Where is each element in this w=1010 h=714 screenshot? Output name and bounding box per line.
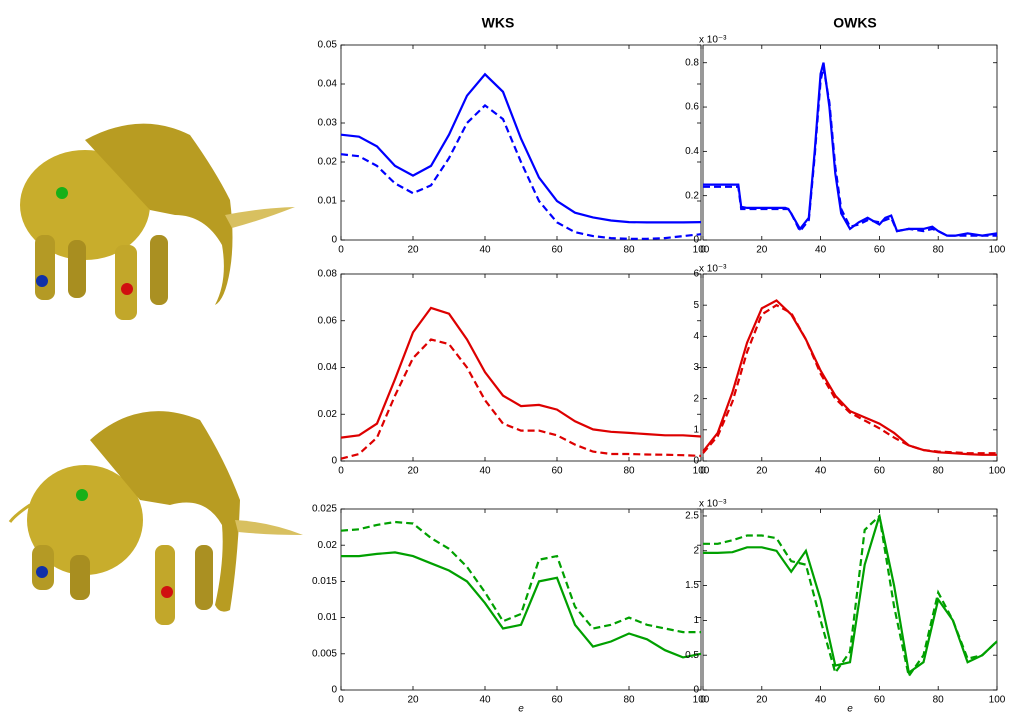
plot-frame bbox=[702, 44, 998, 241]
y-tick-label: 0 bbox=[693, 235, 699, 246]
plot-frame bbox=[702, 273, 998, 462]
x-tick-label: 0 bbox=[338, 695, 344, 706]
x-tick-label: 80 bbox=[933, 695, 945, 706]
y-tick-label: 0.08 bbox=[318, 269, 338, 280]
x-tick-label: 0 bbox=[338, 245, 344, 256]
line-series bbox=[340, 306, 702, 439]
y-tick-label: 0.04 bbox=[318, 79, 338, 90]
x-tick-label: 0 bbox=[700, 245, 706, 256]
x-tick-label: 20 bbox=[756, 695, 768, 706]
x-tick-label: 80 bbox=[623, 245, 635, 256]
y-tick-label: 2 bbox=[693, 393, 699, 404]
column-title: OWKS bbox=[833, 15, 877, 31]
y-multiplier: x 10⁻³ bbox=[699, 264, 727, 275]
line-series bbox=[340, 72, 702, 224]
y-tick-label: 2 bbox=[693, 545, 699, 556]
x-tick-label: 100 bbox=[989, 466, 1006, 477]
x-tick-label: 80 bbox=[933, 466, 945, 477]
plot-frame bbox=[340, 508, 702, 691]
y-tick-label: 0 bbox=[693, 456, 699, 467]
y-tick-label: 0.05 bbox=[318, 40, 338, 51]
x-tick-label: 40 bbox=[479, 466, 491, 477]
line-series bbox=[340, 338, 702, 460]
x-tick-label: 80 bbox=[623, 466, 635, 477]
y-multiplier: x 10⁻³ bbox=[699, 499, 727, 510]
line-series bbox=[340, 103, 702, 240]
x-tick-label: 60 bbox=[874, 695, 886, 706]
elephant-top bbox=[20, 123, 295, 320]
y-tick-label: 0.04 bbox=[318, 362, 338, 373]
y-tick-label: 4 bbox=[693, 331, 699, 342]
line-series bbox=[702, 303, 997, 455]
x-tick-label: 40 bbox=[815, 245, 827, 256]
x-tick-label: 100 bbox=[693, 245, 710, 256]
x-tick-label: 0 bbox=[700, 466, 706, 477]
plot-frame bbox=[340, 44, 702, 241]
y-tick-label: 0.015 bbox=[312, 576, 337, 587]
x-tick-label: 0 bbox=[700, 695, 706, 706]
x-tick-label: 100 bbox=[693, 695, 710, 706]
y-tick-label: 0.02 bbox=[318, 409, 338, 420]
line-series bbox=[703, 513, 998, 679]
x-tick-label: 80 bbox=[623, 695, 635, 706]
y-tick-label: 1 bbox=[693, 424, 699, 435]
x-axis-label: e bbox=[847, 704, 853, 714]
y-tick-label: 0.6 bbox=[685, 102, 699, 113]
y-tick-label: 0.01 bbox=[318, 612, 338, 623]
x-tick-label: 60 bbox=[551, 466, 563, 477]
line-series bbox=[341, 551, 702, 659]
y-tick-label: 0 bbox=[331, 685, 337, 696]
y-tick-label: 0 bbox=[693, 685, 699, 696]
x-tick-label: 100 bbox=[693, 466, 710, 477]
x-tick-label: 20 bbox=[407, 695, 419, 706]
y-tick-label: 0 bbox=[331, 235, 337, 246]
x-tick-label: 20 bbox=[756, 466, 768, 477]
y-tick-label: 3 bbox=[693, 362, 699, 373]
y-tick-label: 0.01 bbox=[318, 196, 338, 207]
x-tick-label: 0 bbox=[338, 466, 344, 477]
x-tick-label: 60 bbox=[874, 466, 886, 477]
y-tick-label: 2.5 bbox=[685, 511, 699, 522]
line-series bbox=[703, 66, 997, 237]
x-tick-label: 40 bbox=[479, 245, 491, 256]
column-title: WKS bbox=[482, 15, 515, 31]
y-tick-label: 0.025 bbox=[312, 504, 337, 515]
y-tick-label: 0.005 bbox=[312, 648, 337, 659]
x-axis-label: e bbox=[518, 704, 524, 714]
x-tick-label: 60 bbox=[551, 695, 563, 706]
y-tick-label: 0.5 bbox=[685, 650, 699, 661]
elephant-bottom bbox=[8, 411, 303, 625]
y-tick-label: 1 bbox=[693, 615, 699, 626]
x-tick-label: 100 bbox=[989, 245, 1006, 256]
y-tick-label: 1.5 bbox=[685, 580, 699, 591]
y-tick-label: 0.2 bbox=[685, 190, 699, 201]
y-tick-label: 0.8 bbox=[685, 57, 699, 68]
y-tick-label: 6 bbox=[693, 269, 699, 280]
y-multiplier: x 10⁻³ bbox=[699, 35, 727, 46]
y-tick-label: 0 bbox=[331, 456, 337, 467]
x-tick-label: 20 bbox=[756, 245, 768, 256]
x-tick-label: 40 bbox=[815, 695, 827, 706]
y-tick-label: 0.02 bbox=[318, 157, 338, 168]
y-tick-label: 0.02 bbox=[318, 540, 338, 551]
y-tick-label: 5 bbox=[693, 300, 699, 311]
x-tick-label: 60 bbox=[874, 245, 886, 256]
x-tick-label: 60 bbox=[551, 245, 563, 256]
line-series bbox=[340, 520, 701, 634]
plot-frame bbox=[340, 273, 702, 462]
x-tick-label: 80 bbox=[933, 245, 945, 256]
x-tick-label: 100 bbox=[989, 695, 1006, 706]
x-tick-label: 40 bbox=[815, 466, 827, 477]
x-tick-label: 40 bbox=[479, 695, 491, 706]
x-tick-label: 20 bbox=[407, 466, 419, 477]
y-tick-label: 0.03 bbox=[318, 118, 338, 129]
x-tick-label: 20 bbox=[407, 245, 419, 256]
y-tick-label: 0.06 bbox=[318, 315, 338, 326]
y-tick-label: 0.4 bbox=[685, 146, 699, 157]
